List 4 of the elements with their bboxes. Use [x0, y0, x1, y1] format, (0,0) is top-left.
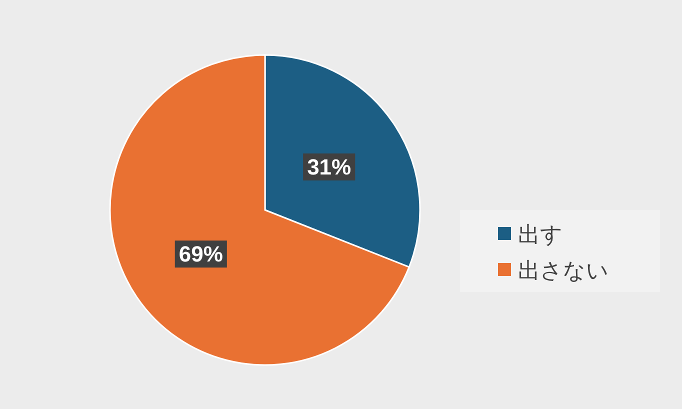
data-label: 31%: [307, 154, 352, 180]
legend-label: 出さない: [518, 259, 609, 284]
data-label: 69%: [178, 242, 223, 267]
legend-label: 出す: [518, 223, 563, 248]
